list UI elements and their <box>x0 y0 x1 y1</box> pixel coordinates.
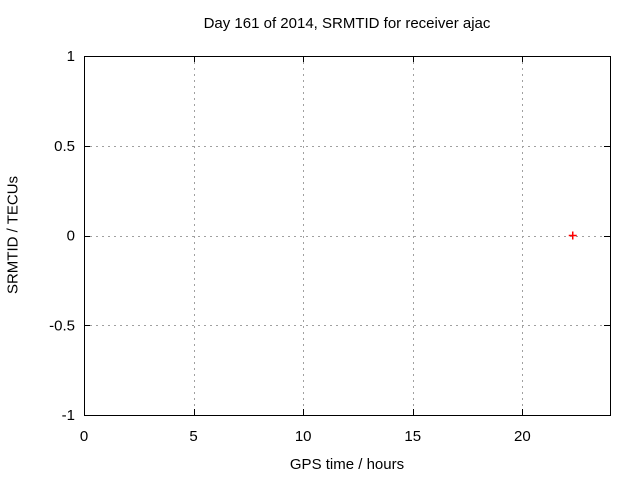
x-tick-label: 5 <box>189 428 197 445</box>
data-point-plus-marker <box>568 231 577 240</box>
x-axis-label: GPS time / hours <box>289 456 405 473</box>
y-tick-label: 0.5 <box>54 138 75 155</box>
y-tick-label: 0 <box>67 228 75 245</box>
x-tick-label: 15 <box>404 428 421 445</box>
y-tick-label: -1 <box>62 407 75 424</box>
x-tick-label: 20 <box>514 428 531 445</box>
y-tick-label: -0.5 <box>49 317 75 334</box>
chart-title: Day 161 of 2014, SRMTID for receiver aja… <box>203 15 491 32</box>
x-tick-label: 0 <box>80 428 88 445</box>
y-tick-label: 1 <box>67 48 75 65</box>
x-tick-label: 10 <box>295 428 312 445</box>
